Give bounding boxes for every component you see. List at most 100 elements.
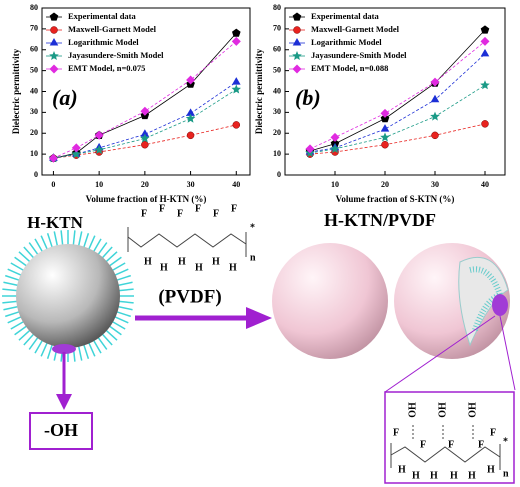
atom: * [250,222,255,233]
y-tick-label: 40 [273,86,281,95]
marker [232,77,241,85]
ligand [40,341,49,357]
marker [480,80,490,90]
marker [186,75,196,85]
marker [480,36,490,46]
y-tick-label: 60 [30,45,38,54]
marker [380,132,390,142]
bracket [127,227,247,257]
legend-label: EMT Model, n=0.088 [311,63,388,73]
ligand [115,310,132,318]
legend-label: EMT Model, n=0.075 [68,63,145,73]
y-tick-label: 0 [277,170,281,179]
marker [380,124,390,132]
atom: * [503,436,508,447]
diagram: H-KTN -OH F F F F F F H H H H H H n * (P… [2,203,516,484]
ligand [4,274,21,282]
legend-label: Jayasundere-Smith Model [68,50,164,60]
ligand [72,230,76,247]
chart: 0 10 20 30 40 50 60 70 80 0 10 20 30 40 Volume fractio… [11,3,251,204]
legend-label: Experimental data [68,11,137,21]
marker [49,64,59,74]
y-tick-label: 60 [273,45,281,54]
atom: H [144,256,152,267]
ligand [92,238,102,254]
arrow-label: (PVDF) [158,286,221,307]
ligand [108,324,122,336]
atom: n [250,252,256,263]
ligand [116,305,133,311]
y-tick-label: 10 [273,149,281,158]
atom: H [212,256,220,267]
ligand [117,288,134,292]
ligand-shell [2,230,134,362]
marker [71,149,81,159]
h-bond [412,425,474,440]
ligand [7,315,23,324]
chain [127,233,247,248]
ligand [7,268,23,277]
charts: 0 10 20 30 40 50 60 70 80 0 10 20 30 40 Volume fractio… [11,3,506,204]
marker [431,131,439,140]
y-axis-label: Dielectric permittivity [11,48,21,134]
atom: OH [437,402,448,418]
legend-label: Maxwell-Garnett Model [311,24,400,34]
atom: H [160,262,168,273]
ligand [77,344,83,361]
marker [140,133,150,143]
ligand [4,310,21,318]
x-tick-label: 30 [187,180,195,189]
atom: H [178,256,186,267]
marker [330,143,340,153]
atom: H [450,470,458,481]
atom: H [398,464,406,475]
ligand [14,324,28,336]
ligand [14,256,28,268]
ligand [100,332,113,346]
marker [71,143,81,153]
y-tick-label: 70 [30,24,38,33]
x-tick-label: 20 [381,180,389,189]
ligand [113,268,129,277]
ligand [82,343,90,360]
y-tick-label: 20 [273,128,281,137]
composite-sphere [272,243,388,359]
inset [384,391,515,484]
ligand [116,281,133,287]
bracket [390,443,501,470]
atom: H [229,262,237,273]
ligand [96,242,108,256]
ligand [23,332,36,346]
x-axis-label: Volume fraction of H-KTN (%) [86,194,207,204]
marker [380,108,390,118]
ligand [28,336,40,350]
marker [380,114,390,123]
label: H-KTN [27,213,83,232]
legend-label: Maxwell-Garnett Model [68,24,157,34]
atom: F [195,203,201,214]
marker [430,111,440,121]
arrow-head [56,394,72,410]
legend-label: Jayasundere-Smith Model [311,50,407,60]
ligand [113,315,129,324]
marker [49,12,59,21]
x-tick-label: 20 [141,180,149,189]
pvdf-atoms: F F F F F F H H H H H H n * [141,203,256,273]
atom: H [195,262,203,273]
zoom-line [384,315,516,393]
ligand [18,251,32,264]
marker [480,48,490,57]
group-label: -OH [44,420,78,440]
marker [292,51,302,60]
marker [94,130,104,140]
ligand [10,320,26,330]
marker [48,153,58,163]
y-tick-label: 50 [273,65,281,74]
series-line [309,53,486,153]
x-tick-label: 40 [232,180,240,189]
ligand [110,320,126,330]
ligand [2,300,19,304]
marker [185,113,196,123]
marker [430,77,440,87]
